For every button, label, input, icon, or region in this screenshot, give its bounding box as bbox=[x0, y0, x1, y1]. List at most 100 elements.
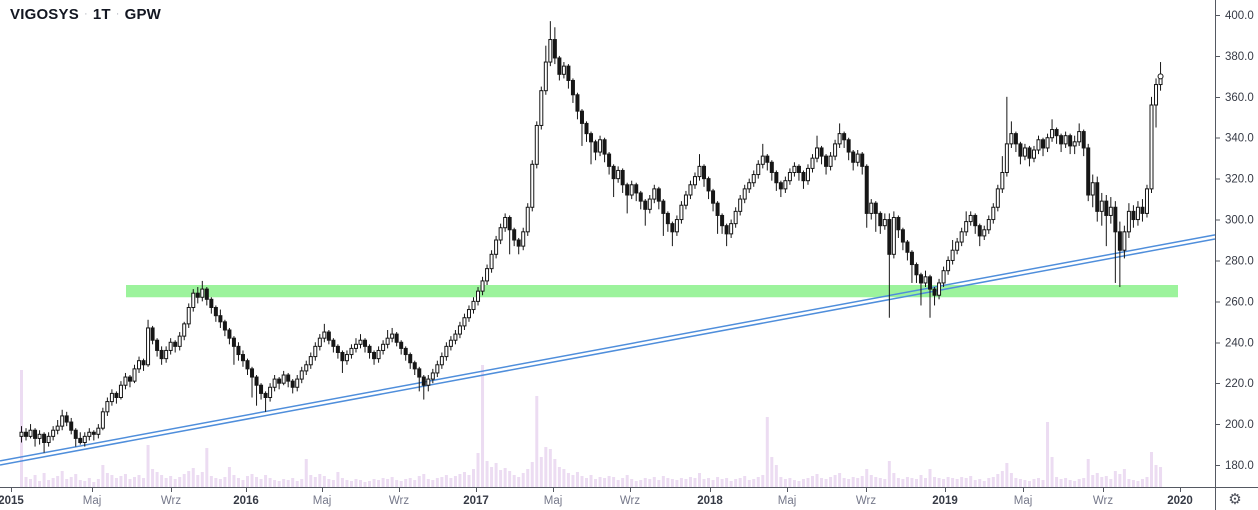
volume-bar bbox=[707, 478, 711, 487]
volume-bar bbox=[702, 479, 706, 487]
volume-bar bbox=[535, 396, 539, 487]
candle-body bbox=[815, 147, 820, 159]
candle-body bbox=[629, 184, 634, 196]
candle-body bbox=[164, 349, 169, 360]
candle-body bbox=[421, 376, 426, 386]
support-zone[interactable] bbox=[126, 285, 1178, 298]
candle-body bbox=[1036, 139, 1041, 151]
candle-body bbox=[679, 204, 684, 221]
symbol-name[interactable]: VIGOSYS bbox=[10, 6, 79, 23]
price-tick-label[interactable]: 240.0 bbox=[1225, 337, 1254, 349]
time-tick-label[interactable]: 2017 bbox=[463, 495, 489, 507]
volume-bar bbox=[725, 478, 729, 487]
volume-bar bbox=[304, 459, 308, 487]
candle-body bbox=[1054, 129, 1059, 137]
interval-label[interactable]: 1T bbox=[92, 6, 111, 23]
candle-body bbox=[485, 268, 490, 282]
trendline[interactable] bbox=[0, 234, 1216, 462]
volume-bar bbox=[594, 479, 598, 487]
time-tick-label[interactable]: Maj bbox=[83, 495, 102, 507]
candle-body bbox=[1095, 182, 1100, 212]
candle-body bbox=[833, 143, 838, 157]
settings-gear-icon[interactable]: ⚙ bbox=[1228, 490, 1242, 508]
candle-body bbox=[335, 345, 340, 354]
time-tick-label[interactable]: Wrz bbox=[620, 495, 640, 507]
volume-bar bbox=[1140, 479, 1144, 487]
candle-body bbox=[1149, 104, 1154, 190]
candle-body bbox=[69, 421, 74, 431]
candle-body bbox=[887, 219, 892, 255]
candle-body bbox=[778, 182, 783, 190]
volume-bar bbox=[851, 477, 855, 487]
candle-body bbox=[91, 431, 96, 435]
time-tick-label[interactable]: 2019 bbox=[932, 495, 958, 507]
time-tick-label[interactable]: Wrz bbox=[1093, 495, 1113, 507]
candle-body bbox=[738, 198, 743, 212]
volume-bar bbox=[639, 480, 643, 487]
candle-body bbox=[792, 165, 797, 173]
volume-bar bbox=[964, 478, 968, 487]
candle-body bbox=[905, 241, 910, 253]
volume-bar bbox=[557, 467, 561, 487]
price-tick-label[interactable]: 180.0 bbox=[1225, 460, 1254, 472]
volume-bar bbox=[268, 478, 272, 487]
candle-body bbox=[78, 437, 83, 443]
volume-bar bbox=[607, 476, 611, 487]
time-tick-label[interactable]: 2016 bbox=[233, 495, 259, 507]
candle-body bbox=[891, 217, 896, 255]
price-tick-label[interactable]: 300.0 bbox=[1225, 215, 1254, 227]
time-tick-label[interactable]: Maj bbox=[778, 495, 797, 507]
volume-bar bbox=[264, 475, 268, 487]
exchange-label[interactable]: GPW bbox=[124, 6, 162, 23]
candle-body bbox=[155, 339, 160, 351]
time-tick-label[interactable]: Maj bbox=[544, 495, 563, 507]
time-tick-label[interactable]: Wrz bbox=[161, 495, 181, 507]
volume-bar bbox=[1100, 477, 1104, 487]
candle-body bbox=[42, 433, 47, 443]
volume-bar bbox=[1118, 474, 1122, 487]
candle-body bbox=[263, 392, 268, 398]
price-tick-label[interactable]: 340.0 bbox=[1225, 133, 1254, 145]
candle-body bbox=[173, 341, 178, 347]
time-tick-label[interactable]: 2018 bbox=[697, 495, 723, 507]
price-tick-label[interactable]: 360.0 bbox=[1225, 92, 1254, 104]
price-tick-label[interactable]: 200.0 bbox=[1225, 419, 1254, 431]
candle-body bbox=[412, 362, 417, 370]
time-tick-label[interactable]: 2020 bbox=[1167, 495, 1193, 507]
candle-body bbox=[376, 349, 381, 360]
candle-body bbox=[245, 360, 250, 370]
symbol-legend[interactable]: VIGOSYS · 1T · GPW bbox=[10, 6, 161, 23]
volume-bar bbox=[752, 479, 756, 487]
volume-bar bbox=[901, 479, 905, 487]
candle-body bbox=[1004, 143, 1009, 173]
volume-bar bbox=[232, 475, 236, 487]
candle-body bbox=[955, 241, 960, 251]
price-tick-label[interactable]: 380.0 bbox=[1225, 51, 1254, 63]
price-tick-label[interactable]: 320.0 bbox=[1225, 174, 1254, 186]
price-tick-label[interactable]: 400.0 bbox=[1225, 10, 1254, 22]
candle-body bbox=[390, 333, 395, 339]
price-tick-label[interactable]: 280.0 bbox=[1225, 255, 1254, 267]
time-tick-label[interactable]: Maj bbox=[1014, 495, 1033, 507]
volume-bar bbox=[33, 475, 37, 487]
volume-bar bbox=[512, 475, 516, 487]
volume-bar bbox=[933, 477, 937, 487]
time-tick-label[interactable]: Wrz bbox=[389, 495, 409, 507]
volume-bar bbox=[413, 480, 417, 487]
price-tick-label[interactable]: 220.0 bbox=[1225, 378, 1254, 390]
candle-body bbox=[213, 307, 218, 317]
volume-bar bbox=[815, 474, 819, 487]
volume-bar bbox=[24, 477, 28, 487]
time-tick-label[interactable]: 2015 bbox=[0, 495, 24, 507]
volume-bar bbox=[1082, 478, 1086, 487]
time-tick-label[interactable]: Wrz bbox=[856, 495, 876, 507]
trendline[interactable] bbox=[0, 238, 1216, 466]
candle-body bbox=[195, 292, 200, 298]
candle-body bbox=[923, 276, 928, 284]
candle-body bbox=[430, 372, 435, 380]
volume-bar bbox=[472, 469, 475, 487]
volume-bar bbox=[914, 479, 918, 487]
price-tick-label[interactable]: 260.0 bbox=[1225, 296, 1254, 308]
time-tick-label[interactable]: Maj bbox=[313, 495, 332, 507]
